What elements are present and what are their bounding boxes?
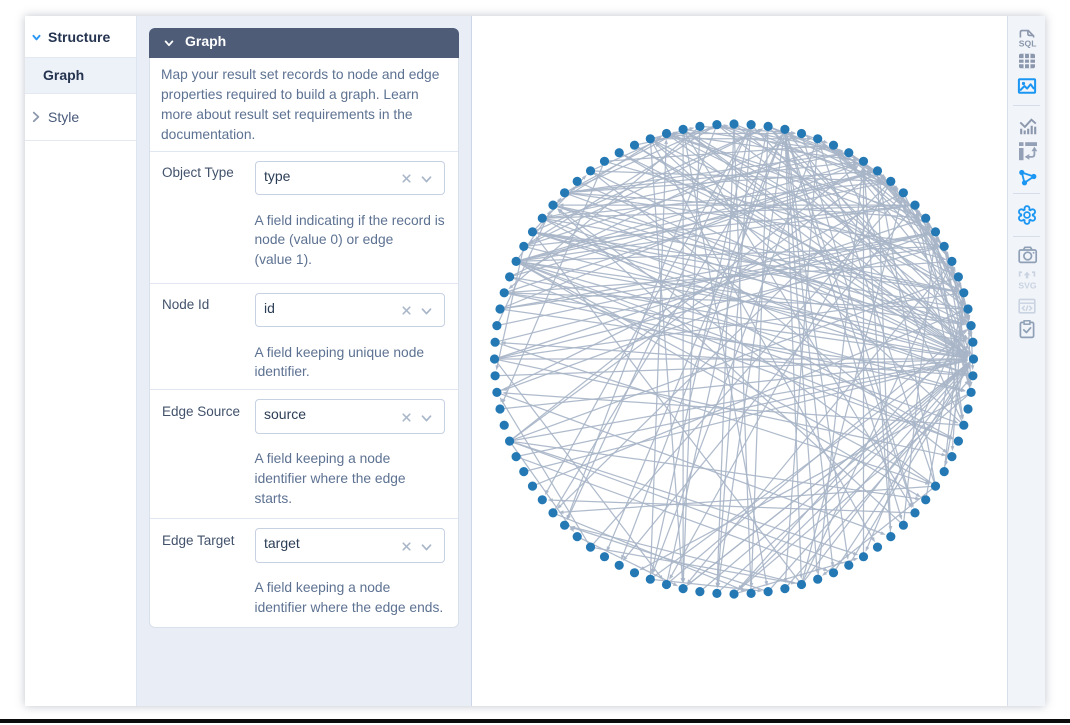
svg-text:SQL: SQL xyxy=(1019,39,1037,49)
svg-text:SVG: SVG xyxy=(1018,281,1036,291)
